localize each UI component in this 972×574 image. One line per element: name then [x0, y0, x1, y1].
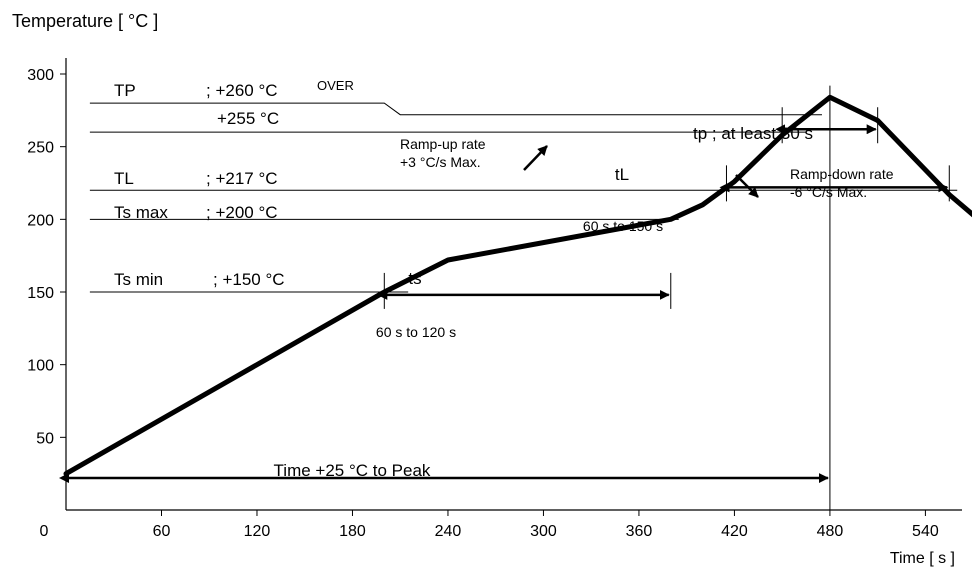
peak-span-caption: Time +25 °C to Peak — [274, 461, 431, 480]
tl-span-label: tL — [615, 165, 629, 184]
x-tick-label: 420 — [721, 523, 748, 540]
temperature-profile-line — [63, 94, 972, 477]
tl-label: TL — [114, 169, 134, 188]
tl-value: ; +217 °C — [206, 169, 278, 188]
tp-value: ; +260 °C — [206, 81, 278, 100]
tsmin-label: Ts min — [114, 270, 163, 289]
x-tick-label: 60 — [153, 523, 171, 540]
tsmin-value: ; +150 °C — [213, 270, 285, 289]
x-tick-label: 120 — [244, 523, 271, 540]
tp-label: TP — [114, 81, 136, 100]
y-axis-label: Temperature [ °C ] — [12, 11, 158, 31]
tl-span-caption: 60 s to 150 s — [583, 218, 663, 234]
x-tick-label: 540 — [912, 523, 939, 540]
x-tick-label: 300 — [530, 523, 557, 540]
ramp-up-line-2: +3 °C/s Max. — [400, 154, 481, 170]
tp-span-caption: tp ; at least 30 s — [693, 124, 813, 143]
ramp-up-arrow — [523, 145, 548, 171]
y-tick-label: 50 — [36, 430, 54, 447]
ramp-down-line-2: -6 °C/s Max. — [790, 184, 867, 200]
t255-value: +255 °C — [217, 109, 279, 128]
ts-span-label: ts — [408, 269, 421, 288]
x-tick-label: 240 — [435, 523, 462, 540]
x-tick-label: 0 — [40, 523, 49, 540]
y-tick-label: 250 — [27, 140, 54, 157]
ts-span-caption: 60 s to 120 s — [376, 324, 456, 340]
time-spans — [59, 107, 950, 484]
x-tick-label: 360 — [626, 523, 653, 540]
over-label: OVER — [317, 78, 354, 93]
ramp-up-annotation: Ramp-up rate +3 °C/s Max. — [400, 136, 548, 171]
tsmax-value: ; +200 °C — [206, 203, 278, 222]
y-tick-label: 100 — [27, 358, 54, 375]
ramp-down-annotation: Ramp-down rate -6 °C/s Max. — [735, 166, 894, 200]
tsmax-label: Ts max — [114, 203, 168, 222]
ramp-down-arrow — [735, 174, 759, 198]
axis-ticks: 0601201802403003604204805406006607207805… — [27, 67, 939, 540]
ramp-up-line-1: Ramp-up rate — [400, 136, 486, 152]
x-tick-label: 480 — [817, 523, 844, 540]
y-tick-label: 300 — [27, 67, 54, 84]
y-tick-label: 150 — [27, 285, 54, 302]
x-axis-label: Time [ s ] — [890, 550, 955, 567]
x-tick-label: 180 — [339, 523, 366, 540]
ref-line-tp — [89, 102, 822, 116]
y-tick-label: 200 — [27, 212, 54, 229]
ramp-down-line-1: Ramp-down rate — [790, 166, 894, 182]
